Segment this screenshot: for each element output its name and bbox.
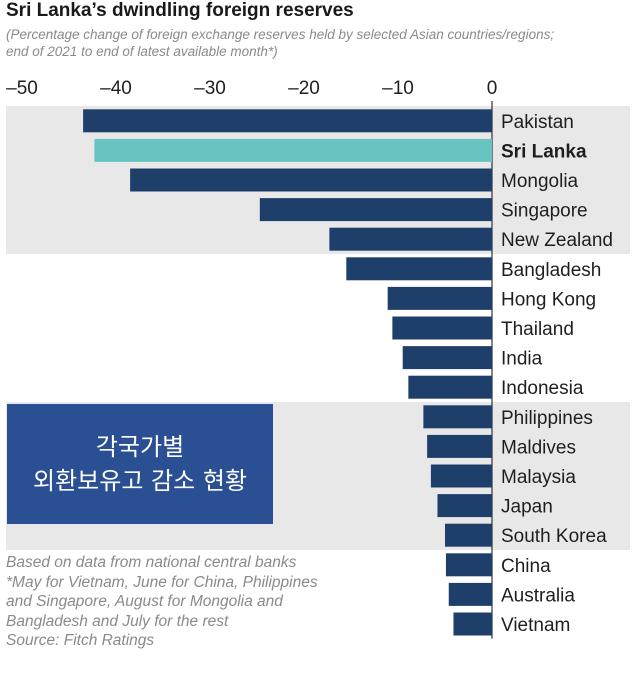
category-labels: Pakistan Sri Lanka Mongolia Singapore New Ze… (501, 112, 613, 636)
note-line: Based on data from national central bank… (6, 554, 297, 571)
bar (329, 227, 492, 251)
korean-caption-box: 각국가별 외환보유고 감소 현황 (7, 404, 273, 524)
bar (392, 316, 492, 340)
chart-subtitle: (Percentage change of foreign exchange r… (6, 27, 555, 59)
category-label: Vietnam (501, 615, 570, 636)
note-line: Source: Fitch Ratings (6, 632, 155, 649)
x-axis-ticks: –50 –40 –30 –20 –10 0 (6, 78, 497, 639)
category-label: Malaysia (501, 467, 576, 488)
category-label: Japan (501, 497, 553, 518)
category-label: Thailand (501, 319, 574, 340)
category-label: Australia (501, 585, 575, 606)
x-tick-label: –50 (6, 78, 38, 99)
bar (427, 434, 492, 458)
category-label: China (501, 556, 551, 577)
bar (430, 464, 492, 488)
note-line: *May for Vietnam, June for China, Philip… (6, 573, 318, 591)
chart-notes: Based on data from national central bank… (6, 553, 386, 651)
caption-line-2: 외환보유고 감소 현황 (33, 467, 247, 495)
bar (408, 375, 492, 399)
category-label: Indonesia (501, 378, 584, 399)
category-label: Philippines (501, 408, 593, 429)
bar (445, 553, 492, 577)
category-label: Maldives (501, 437, 576, 458)
x-tick-label: –10 (382, 78, 414, 99)
category-label: Hong Kong (501, 289, 596, 310)
bar (346, 257, 492, 281)
bar (259, 198, 492, 222)
note-line: and Singapore, August for Mongolia and (6, 593, 283, 610)
x-tick-label: –40 (100, 78, 132, 99)
bar (448, 582, 492, 606)
x-tick-label: –20 (288, 78, 320, 99)
bars (83, 109, 492, 636)
bar (445, 523, 492, 547)
category-label: Sri Lanka (501, 141, 587, 162)
category-label: New Zealand (501, 230, 613, 251)
note-line: Bangladesh and July for the rest (6, 612, 229, 630)
caption-line-1: 각국가별 (95, 433, 185, 461)
category-label: Bangladesh (501, 260, 601, 281)
bar (423, 405, 492, 429)
bar (130, 168, 492, 192)
bar (83, 109, 492, 133)
x-tick-label: –30 (194, 78, 226, 99)
category-label: Singapore (501, 201, 588, 222)
bar (387, 286, 492, 310)
category-label: India (501, 349, 543, 370)
bar (94, 138, 492, 162)
bar (437, 494, 492, 518)
category-label: Pakistan (501, 112, 574, 133)
category-label: Mongolia (501, 171, 579, 192)
bar (453, 612, 492, 636)
chart-title: Sri Lanka’s dwindling foreign reserves (6, 0, 354, 21)
bar (402, 346, 492, 370)
category-label: South Korea (501, 526, 607, 547)
x-tick-label: 0 (487, 78, 498, 99)
